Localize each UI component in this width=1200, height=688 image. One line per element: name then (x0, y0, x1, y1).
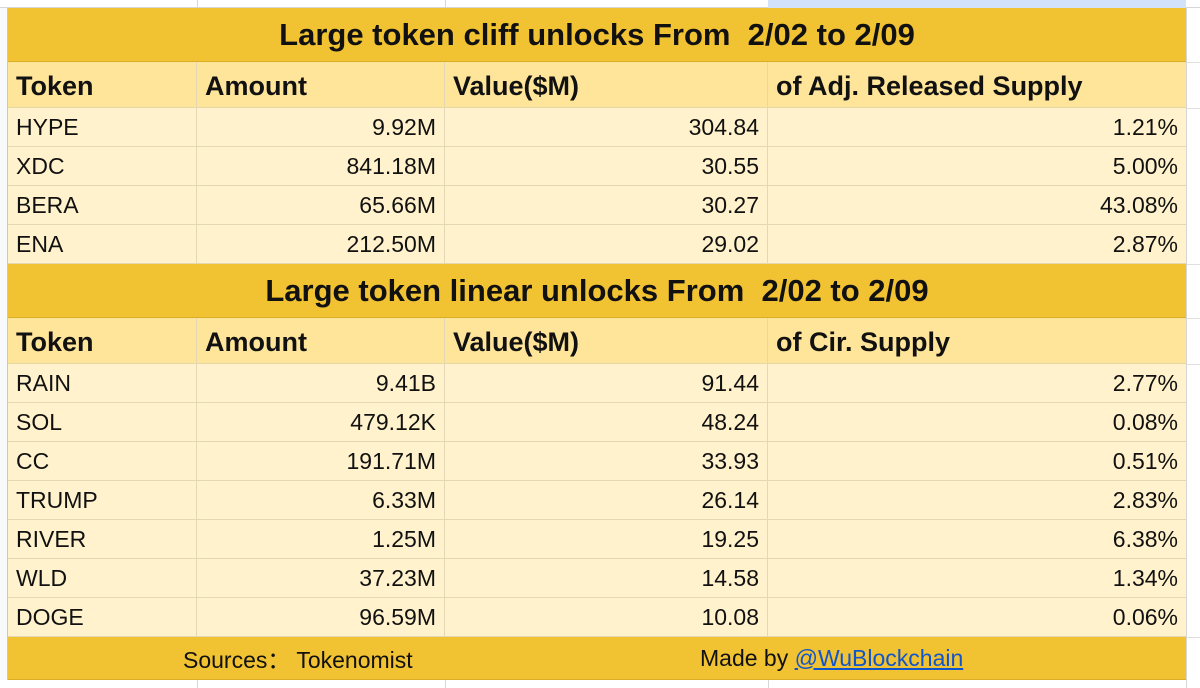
table-row: RIVER 1.25M 19.25 6.38% (8, 520, 1186, 559)
table-row: SOL 479.12K 48.24 0.08% (8, 403, 1186, 442)
token-cell[interactable]: RAIN (8, 364, 197, 402)
wublockchain-link[interactable]: @WuBlockchain (794, 644, 964, 671)
amount-cell[interactable]: 65.66M (197, 186, 445, 224)
header-amount[interactable]: Amount (197, 62, 445, 107)
value-cell[interactable]: 30.27 (445, 186, 768, 224)
amount-cell[interactable]: 37.23M (197, 559, 445, 597)
amount-cell[interactable]: 6.33M (197, 481, 445, 519)
header-token[interactable]: Token (8, 62, 197, 107)
amount-cell[interactable]: 191.71M (197, 442, 445, 480)
value-cell[interactable]: 19.25 (445, 520, 768, 558)
table-row: DOGE 96.59M 10.08 0.06% (8, 598, 1186, 637)
header-value[interactable]: Value($M) (445, 62, 768, 107)
amount-cell[interactable]: 9.92M (197, 108, 445, 146)
table-row: RAIN 9.41B 91.44 2.77% (8, 364, 1186, 403)
value-cell[interactable]: 91.44 (445, 364, 768, 402)
table-row: BERA 65.66M 30.27 43.08% (8, 186, 1186, 225)
pct-cell[interactable]: 1.34% (1112, 564, 1178, 591)
amount-cell[interactable]: 1.25M (197, 520, 445, 558)
value-cell[interactable]: 26.14 (445, 481, 768, 519)
pct-cell[interactable]: 6.38% (1112, 525, 1178, 552)
value-cell[interactable]: 30.55 (445, 147, 768, 185)
table-row: XDC 841.18M 30.55 5.00% (8, 147, 1186, 186)
pct-cell[interactable]: 2.87% (1112, 230, 1178, 257)
pct-cell[interactable]: 2.77% (1112, 369, 1178, 396)
token-cell[interactable]: CC (8, 442, 197, 480)
made-by-label: Made by @WuBlockchain (700, 645, 963, 672)
value-cell[interactable]: 33.93 (445, 442, 768, 480)
pct-cell[interactable]: 43.08% (1099, 191, 1178, 218)
top-empty-row (0, 0, 1200, 8)
amount-cell[interactable]: 479.12K (197, 403, 445, 441)
table-row: ENA 212.50M 29.02 2.87% (8, 225, 1186, 264)
pct-cell[interactable]: 2.83% (1112, 486, 1178, 513)
header-value[interactable]: Value($M) (445, 318, 768, 363)
table-row: CC 191.71M 33.93 0.51% (8, 442, 1186, 481)
footer-band: Sources： Tokenomist Made by @WuBlockchai… (8, 637, 1186, 680)
value-cell[interactable]: 48.24 (445, 403, 768, 441)
selected-cell[interactable] (768, 0, 1186, 8)
value-cell[interactable]: 29.02 (445, 225, 768, 263)
amount-cell[interactable]: 9.41B (197, 364, 445, 402)
token-cell[interactable]: SOL (8, 403, 197, 441)
value-cell[interactable]: 10.08 (445, 598, 768, 636)
token-cell[interactable]: TRUMP (8, 481, 197, 519)
header-token[interactable]: Token (8, 318, 197, 363)
amount-cell[interactable]: 841.18M (197, 147, 445, 185)
token-cell[interactable]: WLD (8, 559, 197, 597)
linear-title-band: Large token linear unlocks From 2/02 to … (8, 264, 1186, 318)
made-by-text: Made by (700, 644, 795, 671)
header-supply[interactable]: of Cir. Supply (776, 327, 951, 357)
token-cell[interactable]: HYPE (8, 108, 197, 146)
table-row: WLD 37.23M 14.58 1.34% (8, 559, 1186, 598)
token-cell[interactable]: DOGE (8, 598, 197, 636)
header-amount[interactable]: Amount (197, 318, 445, 363)
token-cell[interactable]: XDC (8, 147, 197, 185)
pct-cell[interactable]: 0.08% (1112, 408, 1178, 435)
amount-cell[interactable]: 96.59M (197, 598, 445, 636)
cliff-title: Large token cliff unlocks From 2/02 to 2… (279, 16, 915, 52)
value-cell[interactable]: 304.84 (445, 108, 768, 146)
pct-cell[interactable]: 0.06% (1112, 603, 1178, 630)
linear-title: Large token linear unlocks From 2/02 to … (265, 272, 929, 308)
header-supply[interactable]: of Adj. Released Supply (776, 71, 1083, 101)
cliff-title-band: Large token cliff unlocks From 2/02 to 2… (8, 8, 1186, 62)
table-row: HYPE 9.92M 304.84 1.21% (8, 108, 1186, 147)
row-header-edge (0, 8, 8, 680)
token-cell[interactable]: BERA (8, 186, 197, 224)
sources-label: Sources： Tokenomist (183, 647, 413, 673)
amount-cell[interactable]: 212.50M (197, 225, 445, 263)
table-row: TRUMP 6.33M 26.14 2.83% (8, 481, 1186, 520)
bottom-empty-row (0, 680, 1200, 688)
cliff-header-row: Token Amount Value($M) of Adj. Released … (8, 62, 1186, 108)
empty-column-edge (1186, 8, 1200, 680)
linear-header-row: Token Amount Value($M) of Cir. Supply (8, 318, 1186, 364)
value-cell[interactable]: 14.58 (445, 559, 768, 597)
pct-cell[interactable]: 5.00% (1112, 152, 1178, 179)
token-cell[interactable]: RIVER (8, 520, 197, 558)
token-cell[interactable]: ENA (8, 225, 197, 263)
pct-cell[interactable]: 1.21% (1112, 113, 1178, 140)
pct-cell[interactable]: 0.51% (1112, 447, 1178, 474)
